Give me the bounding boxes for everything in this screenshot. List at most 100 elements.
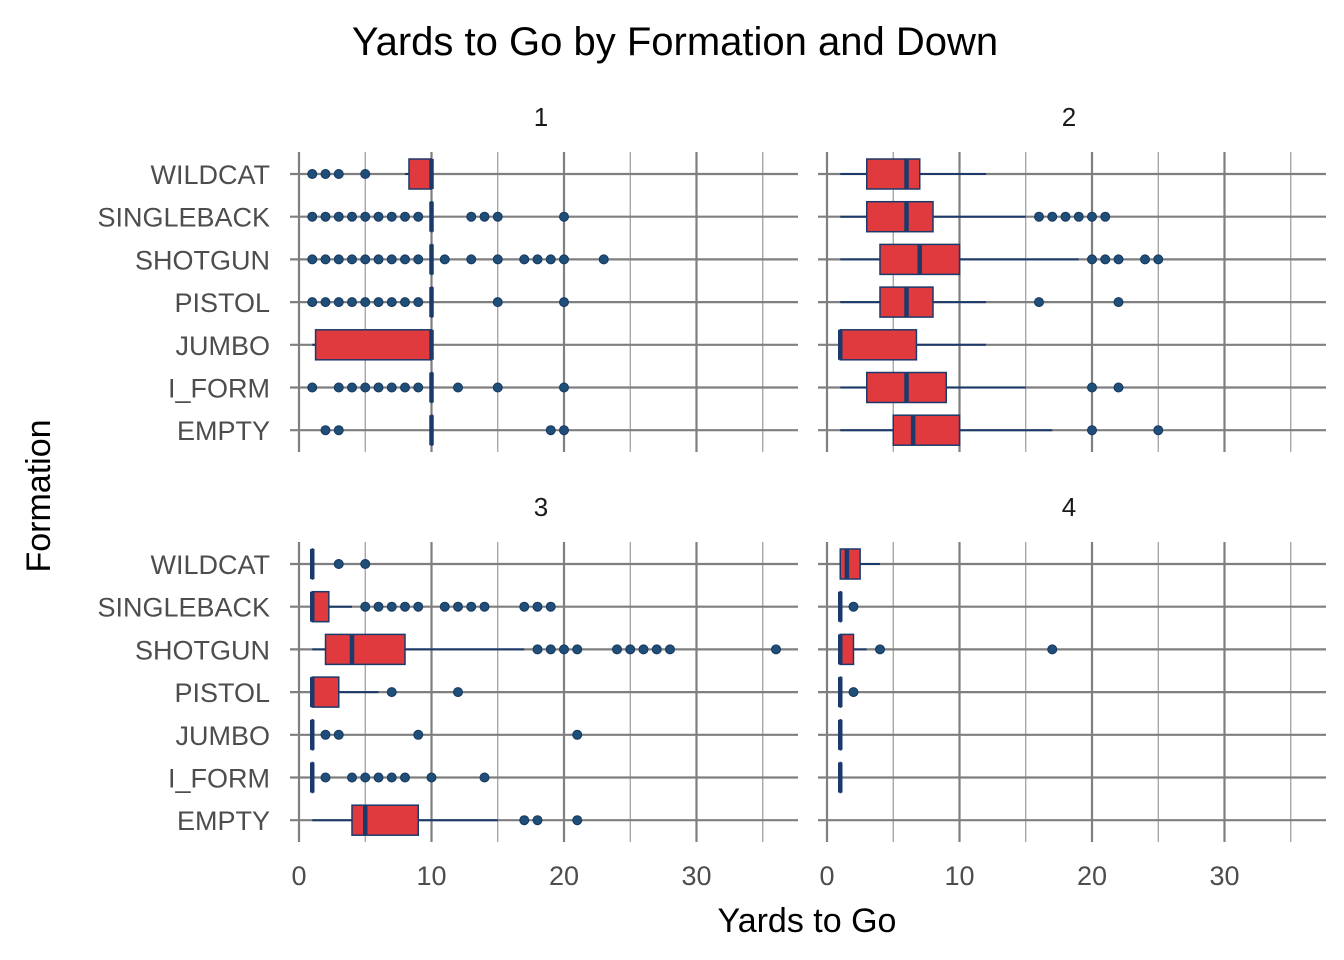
y-tick-label: I_FORM: [168, 374, 270, 404]
outlier-point: [1140, 254, 1150, 265]
outlier-point: [333, 211, 344, 222]
outlier-point: [307, 382, 318, 393]
outlier-point: [413, 211, 424, 222]
box-singleback: [838, 590, 859, 623]
y-tick-label: SINGLEBACK: [97, 203, 270, 233]
y-tick-label: I_FORM: [168, 764, 270, 794]
outlier-point: [320, 211, 331, 222]
outlier-point: [386, 211, 397, 222]
y-tick-label: WILDCAT: [151, 160, 271, 190]
outlier-point: [360, 559, 371, 569]
outlier-point: [1087, 425, 1097, 436]
outlier-point: [413, 729, 424, 740]
outlier-point: [466, 254, 477, 265]
box-empty: [312, 804, 583, 836]
x-tick-label: 0: [819, 861, 834, 891]
y-axis-title: Formation: [20, 419, 58, 572]
iqr-box: [314, 329, 433, 361]
outlier-point: [307, 169, 318, 179]
box-shotgun: [840, 243, 1164, 276]
outlier-point: [545, 644, 556, 655]
box-i_form: [840, 371, 1124, 404]
outlier-point: [320, 297, 331, 308]
box-i_form: [310, 761, 490, 794]
outlier-point: [413, 601, 424, 612]
outlier-point: [347, 297, 357, 308]
outlier-point: [426, 772, 437, 783]
outlier-point: [572, 729, 583, 740]
outlier-point: [400, 772, 410, 783]
facet-panels: 1 WILDCAT SINGLEBACK SHOTGUN PISTOL JUMBO I_FO…: [97, 102, 1326, 891]
box-wildcat: [839, 548, 880, 580]
x-axis-title: Yards to Go: [718, 902, 897, 940]
outlier-point: [1153, 254, 1164, 265]
outlier-point: [532, 644, 543, 655]
outlier-point: [559, 254, 569, 265]
iqr-box: [839, 329, 918, 361]
outlier-point: [320, 169, 331, 179]
y-tick-label: JUMBO: [176, 331, 271, 361]
outlier-point: [1060, 211, 1071, 222]
outlier-point: [333, 169, 344, 179]
outlier-point: [400, 297, 410, 308]
outlier-point: [360, 601, 371, 612]
box-pistol: [840, 286, 1124, 318]
box-singleback: [307, 200, 569, 233]
outlier-point: [848, 601, 859, 612]
box-i_form: [307, 371, 569, 404]
box-singleback: [840, 200, 1111, 233]
outlier-point: [1100, 211, 1111, 222]
y-tick-label: EMPTY: [177, 416, 270, 446]
outlier-point: [1113, 297, 1124, 308]
outlier-point: [532, 254, 543, 265]
outlier-point: [598, 254, 609, 265]
outlier-point: [1047, 211, 1058, 222]
iqr-box: [351, 804, 419, 836]
outlier-point: [320, 425, 331, 436]
outlier-point: [545, 254, 556, 265]
x-tick-label: 20: [1077, 861, 1107, 891]
outlier-point: [545, 601, 556, 612]
outlier-point: [559, 644, 569, 655]
outlier-point: [1113, 382, 1124, 393]
outlier-point: [333, 559, 344, 569]
box-wildcat: [310, 548, 371, 580]
box-jumbo: [838, 329, 986, 361]
box-shotgun: [838, 633, 1058, 666]
chart-title: Yards to Go by Formation and Down: [352, 20, 998, 64]
outlier-point: [307, 254, 318, 265]
outlier-point: [347, 254, 357, 265]
outlier-point: [519, 601, 530, 612]
outlier-point: [519, 254, 530, 265]
outlier-point: [413, 254, 424, 265]
outlier-point: [665, 644, 675, 655]
outlier-point: [439, 601, 450, 612]
outlier-point: [532, 601, 543, 612]
outlier-point: [492, 297, 503, 308]
outlier-point: [492, 211, 503, 222]
outlier-point: [1100, 254, 1111, 265]
outlier-point: [532, 815, 543, 826]
outlier-point: [360, 254, 371, 265]
outlier-point: [347, 382, 357, 393]
outlier-point: [386, 382, 397, 393]
facet-panel-3: 3 WILDCAT SINGLEBACK SHOTGUN PISTOL JUMBO I_FO…: [97, 492, 798, 891]
outlier-point: [360, 211, 371, 222]
outlier-point: [559, 382, 569, 393]
outlier-point: [373, 254, 384, 265]
facet-strip-label: 2: [1062, 102, 1076, 132]
outlier-point: [413, 382, 424, 393]
outlier-point: [545, 425, 556, 436]
y-tick-label: SHOTGUN: [135, 635, 270, 665]
x-tick-label: 10: [416, 861, 446, 891]
y-tick-label: PISTOL: [174, 288, 270, 318]
y-tick-label: EMPTY: [177, 806, 270, 836]
outlier-point: [373, 382, 384, 393]
y-tick-label: JUMBO: [176, 721, 271, 751]
outlier-point: [625, 644, 636, 655]
outlier-point: [333, 382, 344, 393]
facet-strip-label: 3: [534, 492, 548, 522]
facet-strip-label: 4: [1062, 492, 1076, 522]
facet-panel-2: 2: [818, 102, 1326, 452]
outlier-point: [572, 644, 583, 655]
